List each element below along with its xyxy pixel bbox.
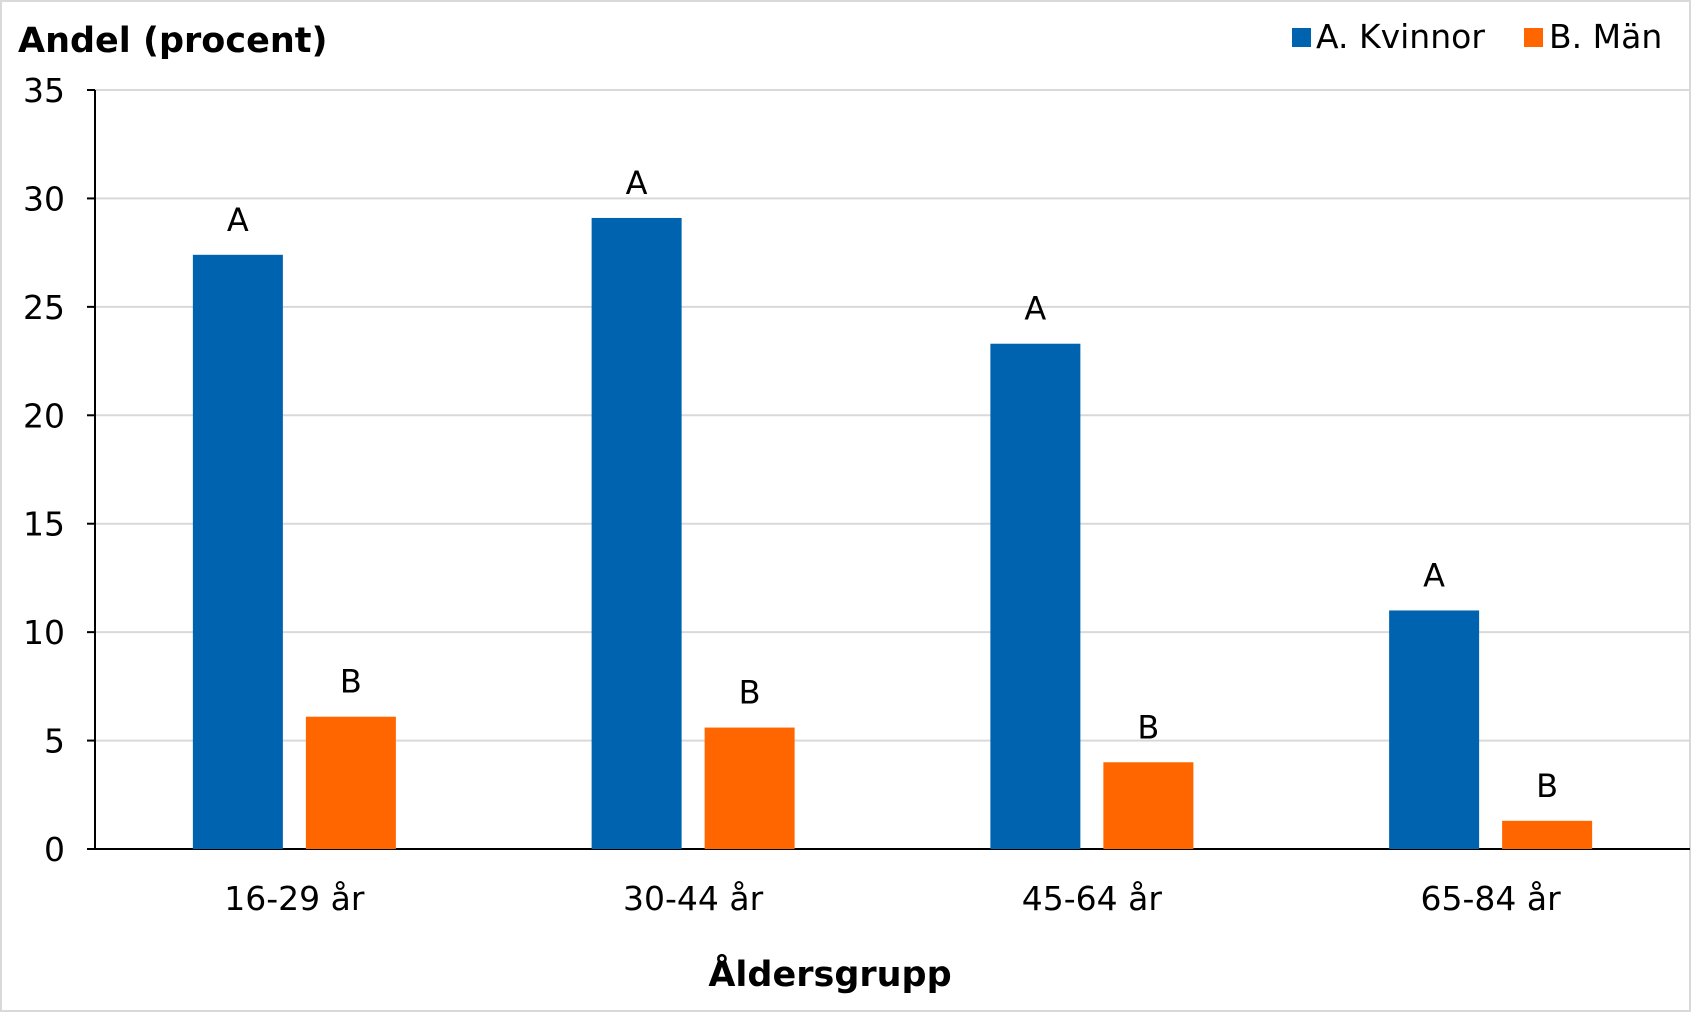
y-tick-label: 10 bbox=[23, 613, 65, 652]
bar-man bbox=[1502, 820, 1593, 849]
legend-swatch-kvinnor bbox=[1292, 28, 1311, 47]
y-tick-label: 20 bbox=[23, 396, 65, 435]
bar-data-label: A bbox=[626, 164, 648, 202]
y-tick-label: 35 bbox=[23, 71, 65, 110]
y-tick-label: 15 bbox=[23, 505, 65, 544]
bar-man bbox=[1103, 762, 1194, 849]
bar-kvinnor bbox=[192, 254, 283, 850]
bar-data-label: A bbox=[227, 201, 249, 239]
bar-data-label: A bbox=[1423, 556, 1445, 594]
legend-label-man: B. Män bbox=[1549, 17, 1662, 56]
x-tick-label: 45-64 år bbox=[1022, 879, 1163, 918]
bar-labels: A B A B A B A B bbox=[227, 164, 1558, 805]
x-tick-label: 30-44 år bbox=[623, 879, 764, 918]
bar-data-label: B bbox=[1536, 767, 1558, 805]
y-tick-label: 25 bbox=[23, 288, 65, 327]
y-tick-label: 0 bbox=[44, 830, 65, 869]
legend-swatch-man bbox=[1524, 28, 1543, 47]
bar-data-label: A bbox=[1024, 290, 1046, 328]
bar-kvinnor bbox=[990, 343, 1081, 849]
bar-man bbox=[704, 727, 795, 849]
legend: A. Kvinnor B. Män bbox=[1292, 17, 1662, 56]
x-tick-label: 65-84 år bbox=[1421, 879, 1562, 918]
y-tick-label: 30 bbox=[23, 179, 65, 218]
bar-man bbox=[305, 716, 396, 849]
y-tick-labels: 0 5 10 15 20 25 30 35 bbox=[23, 71, 65, 869]
bars bbox=[192, 217, 1593, 850]
x-axis-title: Åldersgrupp bbox=[708, 953, 951, 995]
bar-data-label: B bbox=[739, 674, 761, 712]
x-tick-label: 16-29 år bbox=[224, 879, 365, 918]
y-axis-title: Andel (procent) bbox=[18, 21, 327, 61]
y-tick-label: 5 bbox=[44, 722, 65, 761]
bar-kvinnor bbox=[1389, 610, 1480, 849]
bar-data-label: B bbox=[340, 663, 362, 701]
bar-data-label: B bbox=[1137, 708, 1159, 746]
bar-kvinnor bbox=[591, 217, 682, 850]
x-tick-labels: 16-29 år 30-44 år 45-64 år 65-84 år bbox=[224, 879, 1561, 918]
legend-label-kvinnor: A. Kvinnor bbox=[1316, 17, 1485, 56]
